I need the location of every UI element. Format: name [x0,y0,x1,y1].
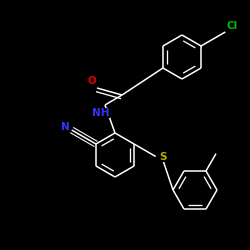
Text: S: S [160,152,167,162]
Text: NH: NH [92,108,110,118]
Text: Cl: Cl [226,21,237,31]
Text: O: O [88,76,96,86]
Text: N: N [61,122,70,132]
